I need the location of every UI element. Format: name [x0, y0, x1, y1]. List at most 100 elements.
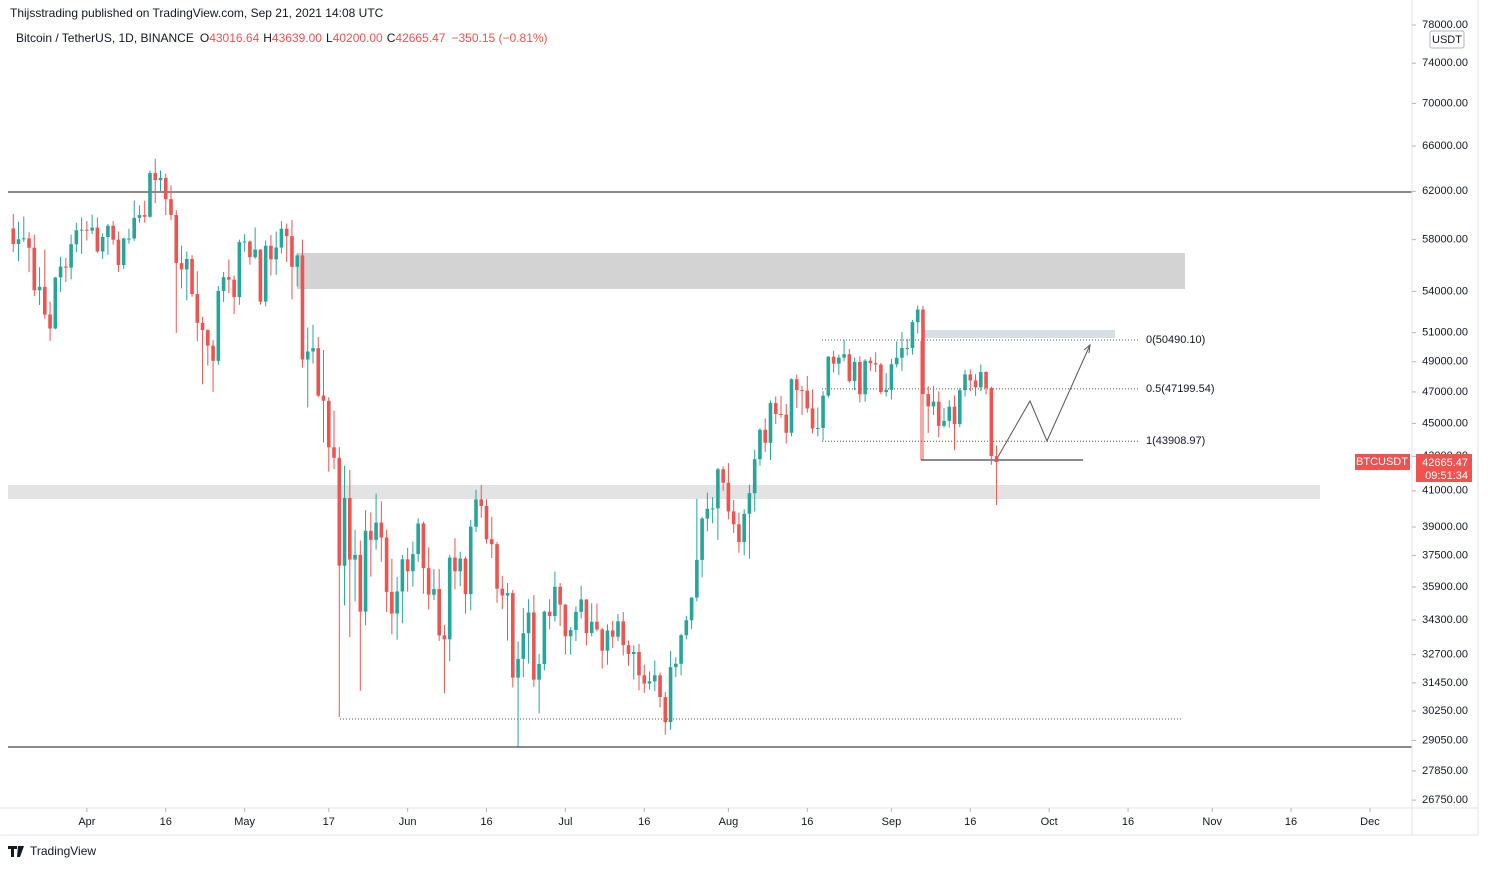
- candle-body: [600, 629, 605, 651]
- candle-body: [579, 599, 583, 612]
- candle-body: [148, 173, 152, 217]
- candle-body: [432, 589, 436, 595]
- symbol: Bitcoin / TetherUS, 1D, BINANCE: [16, 31, 194, 45]
- y-tick-label: 27850.00: [1422, 765, 1468, 777]
- candle-body: [495, 544, 499, 589]
- candle-body: [95, 227, 100, 252]
- candle-body: [500, 588, 505, 596]
- x-tick-label: 17: [323, 816, 335, 828]
- candle-body: [37, 286, 42, 291]
- candle-body: [810, 408, 815, 429]
- candle-body: [511, 593, 515, 678]
- candle-body: [43, 286, 47, 315]
- candle-body: [421, 523, 426, 569]
- candle-body: [668, 667, 673, 723]
- candle-body: [695, 559, 699, 598]
- candle-body: [111, 225, 115, 240]
- candle-body: [752, 459, 757, 494]
- candle-body: [826, 356, 831, 396]
- currency-badge[interactable]: [1429, 30, 1465, 49]
- candle-body: [253, 249, 257, 258]
- x-tick-label: Aug: [719, 816, 739, 828]
- candle-body: [610, 630, 615, 637]
- brand: TradingView: [30, 844, 96, 858]
- candle-body: [332, 447, 336, 458]
- candle-body: [142, 215, 147, 217]
- candle-body: [616, 621, 620, 637]
- last-price-tag: [1416, 453, 1472, 482]
- candle-body: [842, 354, 846, 358]
- candle-body: [726, 482, 731, 512]
- candle-body: [295, 255, 300, 267]
- candle-body: [626, 645, 631, 654]
- candle-body: [442, 635, 447, 640]
- candle-body: [290, 236, 294, 267]
- candle-body: [363, 530, 368, 612]
- candle-body: [48, 314, 52, 329]
- candle-body: [200, 322, 205, 331]
- x-tick-label: Nov: [1202, 816, 1222, 828]
- candle-body: [758, 429, 762, 460]
- candle-body: [973, 380, 978, 388]
- candle-body: [926, 394, 931, 407]
- candle-body: [353, 554, 357, 560]
- candle-body: [174, 214, 179, 264]
- candle-body: [721, 469, 725, 483]
- candle-body: [342, 497, 347, 566]
- y-tick-label: 78000.00: [1422, 19, 1468, 31]
- candle-body: [847, 354, 852, 382]
- candle-body: [815, 427, 820, 429]
- fib-label: 1(43908.97): [1146, 435, 1205, 447]
- y-tick-label: 45000.00: [1422, 417, 1468, 429]
- open-value: 43016.64: [209, 31, 259, 45]
- y-tick-label: 41000.00: [1422, 485, 1468, 497]
- close-key: C: [387, 31, 396, 45]
- candle-body: [663, 697, 668, 723]
- candle-body: [547, 611, 552, 617]
- candle-body: [447, 557, 452, 640]
- candle-body: [674, 663, 678, 668]
- candle-body: [426, 568, 431, 595]
- candle-body: [237, 242, 242, 298]
- candle-body: [127, 238, 131, 240]
- candle-body: [32, 247, 37, 291]
- candle-body: [227, 277, 231, 280]
- candle-body: [484, 506, 489, 540]
- candle-body: [779, 413, 783, 415]
- candle-body: [621, 621, 626, 646]
- candle-body: [789, 379, 794, 433]
- low-key: L: [326, 31, 333, 45]
- change: −350.15 (−0.81%): [451, 31, 547, 45]
- candle-body: [347, 497, 352, 560]
- candle-body: [326, 400, 331, 448]
- candle-body: [568, 630, 573, 637]
- y-tick-label: 54000.00: [1422, 285, 1468, 297]
- candle-body: [574, 611, 578, 631]
- candle-body: [269, 245, 273, 260]
- candle-body: [821, 395, 825, 428]
- candle-body: [300, 255, 305, 360]
- candle-body: [553, 586, 557, 617]
- candle-body: [558, 586, 562, 605]
- y-tick-label: 62000.00: [1422, 185, 1468, 197]
- high-value: 43639.00: [272, 31, 322, 45]
- candle-body: [358, 554, 363, 612]
- open-key: O: [200, 31, 209, 45]
- candle-body: [679, 635, 683, 664]
- x-tick-label: Dec: [1360, 816, 1380, 828]
- candle-body: [768, 403, 773, 443]
- candle-body: [390, 591, 394, 614]
- y-tick-label: 70000.00: [1422, 97, 1468, 109]
- candle-body: [905, 347, 909, 349]
- candle-body: [894, 357, 899, 365]
- candle-body: [910, 322, 915, 348]
- candle-body: [947, 406, 952, 421]
- x-tick-label: Jun: [399, 816, 417, 828]
- x-tick-label: 16: [160, 816, 172, 828]
- publisher-line: Thijsstrading published on TradingView.c…: [10, 6, 384, 20]
- candle-body: [642, 675, 647, 684]
- candle-body: [652, 675, 657, 682]
- candle-body: [216, 290, 221, 361]
- candle-body: [132, 217, 137, 239]
- candle-body: [631, 651, 636, 654]
